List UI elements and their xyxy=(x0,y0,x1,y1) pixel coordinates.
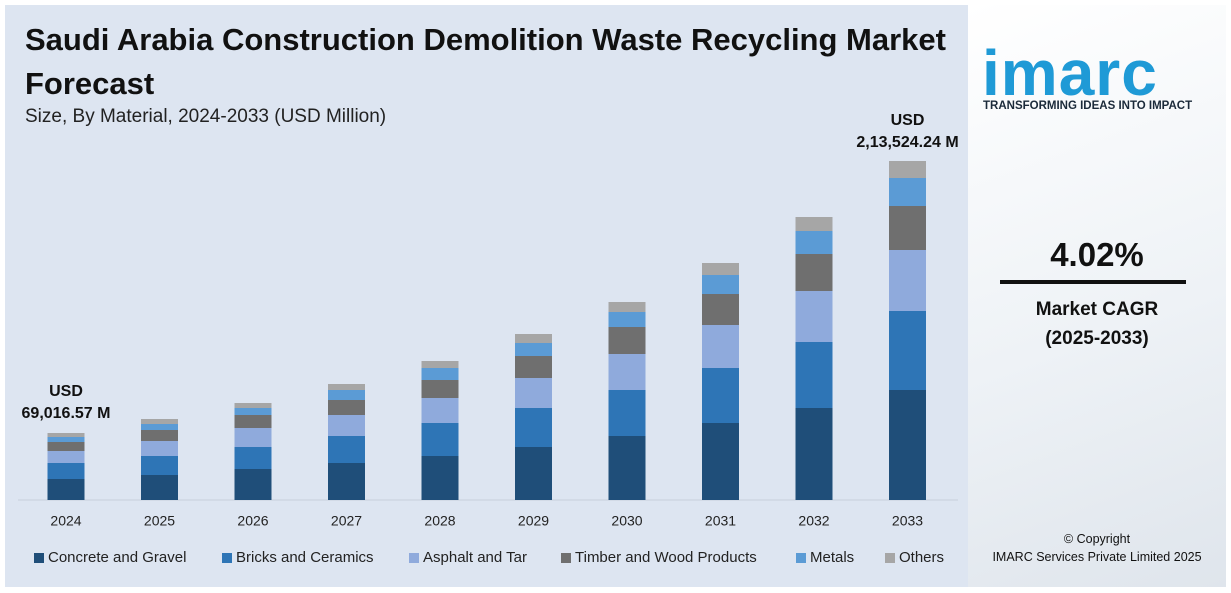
bar-segment xyxy=(702,294,739,325)
bar-segment xyxy=(608,312,646,327)
legend-swatch xyxy=(561,553,571,563)
divider xyxy=(1000,280,1186,284)
bar-segment xyxy=(234,428,272,447)
bar-segment xyxy=(889,206,926,250)
legend-label: Metals xyxy=(810,549,854,566)
bar-segment xyxy=(234,415,272,428)
x-tick-label: 2024 xyxy=(50,513,81,529)
bar-segment xyxy=(421,368,459,380)
bar-segment xyxy=(421,423,459,456)
x-tick-label: 2030 xyxy=(611,513,642,529)
bar-segment xyxy=(702,325,739,368)
legend-label: Asphalt and Tar xyxy=(423,549,527,566)
bar-segment xyxy=(889,250,926,311)
bar-segment xyxy=(515,356,552,378)
bar-segment xyxy=(608,436,646,500)
bar-segment xyxy=(515,447,552,500)
bar-segment xyxy=(328,436,365,463)
bar-segment xyxy=(234,447,272,469)
bar-segment xyxy=(234,469,272,500)
bar-segment xyxy=(328,390,365,400)
legend-swatch xyxy=(409,553,419,563)
copyright: IMARC Services Private Limited 2025 xyxy=(992,550,1202,564)
bar-segment xyxy=(47,451,85,463)
bar-segment xyxy=(795,254,833,291)
bar-segment xyxy=(702,263,739,275)
annotation: USD xyxy=(49,383,83,400)
tagline: TRANSFORMING IDEAS INTO IMPACT xyxy=(983,100,1193,112)
bar-segment xyxy=(141,456,178,475)
bar-segment xyxy=(141,475,178,500)
bar-segment xyxy=(328,400,365,415)
bar-segment xyxy=(889,390,926,500)
bar-segment xyxy=(421,456,459,500)
bar-segment xyxy=(608,327,646,354)
bar-segment xyxy=(795,217,833,231)
x-tick-label: 2028 xyxy=(424,513,455,529)
copyright: © Copyright xyxy=(1063,532,1131,546)
bar-segment xyxy=(141,430,178,441)
x-tick-label: 2025 xyxy=(144,513,175,529)
bar-segment xyxy=(141,419,178,424)
bar-segment xyxy=(47,437,85,442)
legend-swatch xyxy=(34,553,44,563)
bar-segment xyxy=(515,343,552,356)
bar-segment xyxy=(702,423,739,500)
bar-segment xyxy=(328,384,365,390)
cagr-label: Market CAGR xyxy=(1035,299,1159,320)
bar-segment xyxy=(421,380,459,398)
legend-label: Bricks and Ceramics xyxy=(236,549,374,566)
cagr-value: 4.02% xyxy=(1050,236,1144,273)
chart-title: Saudi Arabia Construction Demolition Was… xyxy=(25,22,946,101)
bar-segment xyxy=(141,424,178,430)
cagr-period: (2025-2033) xyxy=(1045,328,1149,349)
logo: imarc xyxy=(982,37,1158,109)
bar-segment xyxy=(141,441,178,456)
bar-segment xyxy=(47,479,85,500)
bar-segment xyxy=(515,334,552,343)
bar-segment xyxy=(421,398,459,423)
bar-segment xyxy=(795,408,833,500)
x-tick-label: 2031 xyxy=(705,513,736,529)
bar-segment xyxy=(47,433,85,437)
bar-segment xyxy=(515,408,552,447)
chart-subtitle: Size, By Material, 2024-2033 (USD Millio… xyxy=(25,106,387,127)
x-tick-label: 2026 xyxy=(237,513,268,529)
bar-segment xyxy=(234,403,272,408)
bar-segment xyxy=(328,415,365,436)
bar-segment xyxy=(608,390,646,436)
bar-segment xyxy=(889,311,926,390)
legend-label: Others xyxy=(899,549,944,566)
bar-segment xyxy=(421,361,459,368)
legend-swatch xyxy=(885,553,895,563)
annotation: USD xyxy=(891,112,925,129)
annotation: 69,016.57 M xyxy=(22,405,111,422)
x-tick-label: 2027 xyxy=(331,513,362,529)
bar-segment xyxy=(608,302,646,312)
bar-segment xyxy=(702,275,739,294)
legend-swatch xyxy=(796,553,806,563)
x-tick-label: 2033 xyxy=(892,513,923,529)
bar-segment xyxy=(47,463,85,479)
legend-label: Timber and Wood Products xyxy=(575,549,757,566)
bar-segment xyxy=(328,463,365,500)
bar-segment xyxy=(889,178,926,206)
bar-segment xyxy=(889,161,926,178)
bar-segment xyxy=(795,291,833,342)
bar-segment xyxy=(795,342,833,408)
annotation: 2,13,524.24 M xyxy=(856,134,958,151)
bar-segment xyxy=(515,378,552,408)
bar-segment xyxy=(795,231,833,254)
legend-swatch xyxy=(222,553,232,563)
x-tick-label: 2032 xyxy=(798,513,829,529)
legend-label: Concrete and Gravel xyxy=(48,549,186,566)
bar-segment xyxy=(702,368,739,423)
bar-segment xyxy=(234,408,272,415)
bar-segment xyxy=(47,442,85,451)
sidebar xyxy=(968,5,1226,587)
bar-segment xyxy=(608,354,646,390)
x-tick-label: 2029 xyxy=(518,513,549,529)
